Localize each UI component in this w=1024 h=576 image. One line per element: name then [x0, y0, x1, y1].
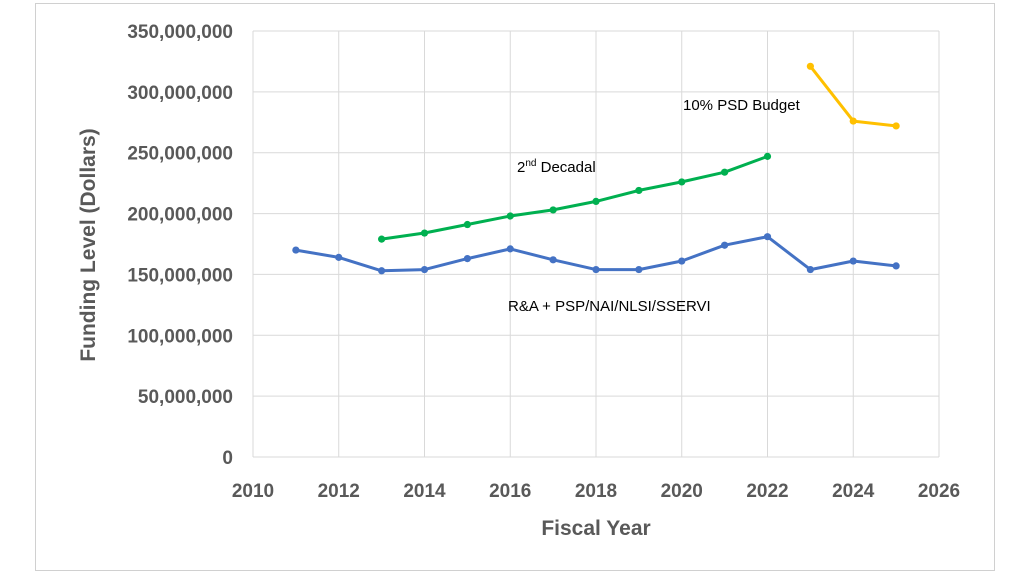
y-tick-label: 300,000,000: [127, 83, 233, 104]
annotation-second-decadal: 2nd Decadal: [517, 158, 596, 176]
series-0-point: [678, 257, 686, 265]
series-0-point: [420, 265, 429, 274]
series-0-point: [635, 265, 643, 274]
series-0-point: [292, 246, 300, 254]
y-tick-label: 150,000,000: [127, 265, 233, 286]
x-tick-label: 2012: [318, 481, 360, 502]
series-0-point: [378, 267, 386, 275]
annotation-second-decadal-number: 2: [517, 159, 525, 176]
series-0-point: [592, 265, 600, 274]
y-tick-label: 50,000,000: [138, 387, 233, 408]
series-2-point: [892, 122, 900, 130]
annotation-second-decadal-superscript: nd: [525, 158, 536, 169]
series-1-point: [378, 235, 386, 243]
series-1-point: [721, 168, 729, 176]
series-2-point: [806, 62, 814, 70]
series-1-point: [420, 229, 429, 237]
series-1-point: [635, 186, 643, 195]
y-tick-label: 250,000,000: [127, 144, 233, 165]
x-tick-label: 2020: [661, 481, 703, 502]
series-layer: [292, 62, 900, 275]
annotation-psd-budget: 10% PSD Budget: [683, 97, 801, 114]
annotation-second-decadal-label: Decadal: [536, 159, 595, 176]
series-1-point: [463, 220, 471, 229]
x-tick-label: 2010: [232, 481, 274, 502]
x-tick-label: 2016: [489, 481, 531, 502]
series-0-point: [849, 257, 857, 265]
grid-lines: [252, 30, 940, 458]
x-tick-label: 2026: [918, 481, 960, 502]
y-axis-ticks: 0 50,000,000 100,000,000 150,000,000 200,000…: [127, 22, 233, 469]
series-0-point: [763, 233, 772, 241]
series-0-point: [721, 241, 729, 249]
x-tick-label: 2018: [575, 481, 617, 502]
y-tick-label: 200,000,000: [127, 205, 233, 226]
x-axis-ticks: 2010 2012 2014 2016 2018 2020 2022 2024 2026: [232, 481, 960, 502]
series-0-point: [806, 265, 814, 274]
series-1-point: [592, 197, 600, 205]
y-tick-label: 0: [222, 448, 233, 469]
x-axis-title: Fiscal Year: [541, 517, 650, 540]
series-2-point: [849, 117, 857, 125]
annotation-ra-psp: R&A + PSP/NAI/NLSI/SSERVI: [508, 298, 711, 315]
x-tick-label: 2024: [832, 481, 875, 502]
series-line-1: [381, 154, 769, 241]
series-1-point: [549, 206, 557, 214]
x-tick-label: 2014: [403, 481, 446, 502]
series-0-point: [335, 253, 343, 261]
series-1-point: [678, 178, 686, 186]
series-1-point: [506, 212, 514, 220]
y-tick-label: 350,000,000: [127, 22, 233, 43]
series-0-point: [892, 262, 900, 270]
series-1-point: [763, 152, 772, 160]
y-tick-label: 100,000,000: [127, 326, 233, 347]
series-0-point: [463, 255, 471, 263]
series-0-point: [506, 245, 514, 253]
series-0-point: [549, 256, 557, 264]
y-axis-title: Funding Level (Dollars): [77, 128, 100, 361]
x-tick-label: 2022: [746, 481, 788, 502]
